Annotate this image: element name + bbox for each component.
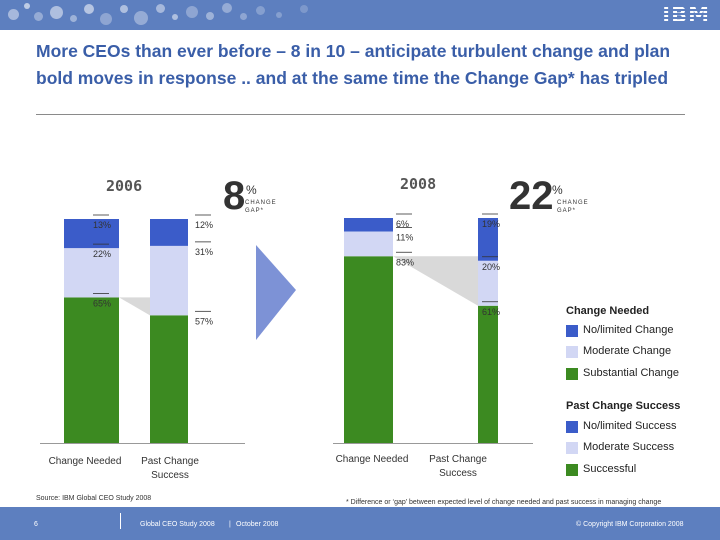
gap-connector-2008 [393, 256, 478, 306]
axis-baseline-2006 [40, 443, 245, 444]
value-label-2006-past-success-no-limited: 12% [195, 220, 213, 230]
legend-swatch-no-limited-success [566, 421, 578, 433]
bar-2006-change-needed-substantial [64, 297, 119, 443]
legend-item-substantial-change: Substantial Change [583, 367, 680, 379]
footer-date: October 2008 [236, 521, 279, 528]
value-label-2008-change-needed-substantial: 83% [396, 257, 414, 267]
category-label-2008-change-needed: Change Needed [335, 454, 409, 465]
value-label-2006-change-needed-substantial: 65% [93, 298, 111, 308]
value-label-2008-change-needed-no-limited: 6% [396, 219, 409, 229]
legend-title-change-needed: Change Needed [566, 305, 650, 317]
title-divider [36, 114, 685, 115]
bar-2006-change-needed-moderate [64, 248, 119, 298]
footer-separator: | [229, 521, 231, 528]
page-number: 6 [34, 521, 38, 528]
header-bar: IBM [0, 0, 720, 30]
year-label-2008: 2008 [400, 175, 437, 193]
category-label-2006-change-needed: Change Needed [48, 456, 122, 467]
legend-swatch-moderate-change [566, 346, 578, 358]
bar-2008-change-needed-no-limited [344, 218, 393, 232]
bar-2008-past-success-substantial [478, 305, 498, 443]
legend-swatch-substantial-change [566, 368, 578, 380]
bar-2006-past-success-moderate [150, 245, 188, 316]
footer-divider [120, 513, 121, 529]
gap-label-2006: CHANGE GAP* [245, 200, 277, 214]
footnote: * Difference or ‘gap’ between expected l… [346, 499, 662, 506]
bar-2006-past-success-no-limited [150, 219, 188, 246]
legend-title-past-success: Past Change Success [566, 400, 681, 412]
gap-value-2008: 22 [509, 174, 554, 218]
bar-2006-past-success-substantial [150, 315, 188, 443]
transition-arrow [256, 245, 296, 340]
legend-item-no-limited-success: No/limited Success [583, 420, 677, 432]
value-label-2008-past-success-no-limited: 19% [482, 219, 500, 229]
bar-2008-change-needed-moderate [344, 231, 393, 257]
legend-item-moderate-success: Moderate Success [583, 441, 675, 453]
value-label-2008-past-success-moderate: 20% [482, 262, 500, 272]
value-label-2008-past-success-substantial: 61% [482, 307, 500, 317]
bar-2008-past-success-no-limited [478, 218, 498, 261]
value-label-2006-change-needed-no-limited: 13% [93, 220, 111, 230]
legend-swatch-no-limited-change [566, 325, 578, 337]
gap-connector-2006 [119, 297, 150, 316]
category-label-2008-past-success: Past Change Success [429, 454, 487, 479]
legend-item-moderate-change: Moderate Change [583, 345, 672, 357]
footer-bar [0, 507, 720, 540]
copyright: © Copyright IBM Corporation 2008 [576, 521, 684, 528]
ibm-logo: IBM [662, 3, 710, 27]
gap-unit-2006: % [246, 183, 257, 197]
legend-item-no-limited-change: No/limited Change [583, 324, 674, 336]
footer-study: Global CEO Study 2008 [140, 521, 215, 528]
gap-value-2006: 8 [223, 174, 246, 218]
legend-swatch-moderate-success [566, 442, 578, 454]
legend-swatch-successful [566, 464, 578, 476]
page-title: More CEOs than ever before – 8 in 10 – a… [36, 41, 671, 88]
source-note: Source: IBM Global CEO Study 2008 [36, 495, 152, 502]
gap-unit-2008: % [552, 183, 563, 197]
bar-2008-change-needed-substantial [344, 256, 393, 443]
bar-2008-past-success-moderate [478, 260, 498, 306]
gap-label-2008: CHANGE GAP* [557, 200, 589, 214]
value-label-2006-past-success-substantial: 57% [195, 316, 213, 326]
legend-item-successful: Successful [583, 463, 637, 475]
value-label-2008-change-needed-moderate: 11% [396, 233, 413, 243]
value-label-2006-change-needed-moderate: 22% [93, 249, 111, 259]
year-label-2006: 2006 [106, 177, 143, 195]
value-label-2006-past-success-moderate: 31% [195, 247, 213, 257]
category-label-2006-past-success: Past Change Success [141, 456, 199, 481]
bar-2006-change-needed-no-limited [64, 219, 119, 249]
axis-baseline-2008 [333, 443, 533, 444]
